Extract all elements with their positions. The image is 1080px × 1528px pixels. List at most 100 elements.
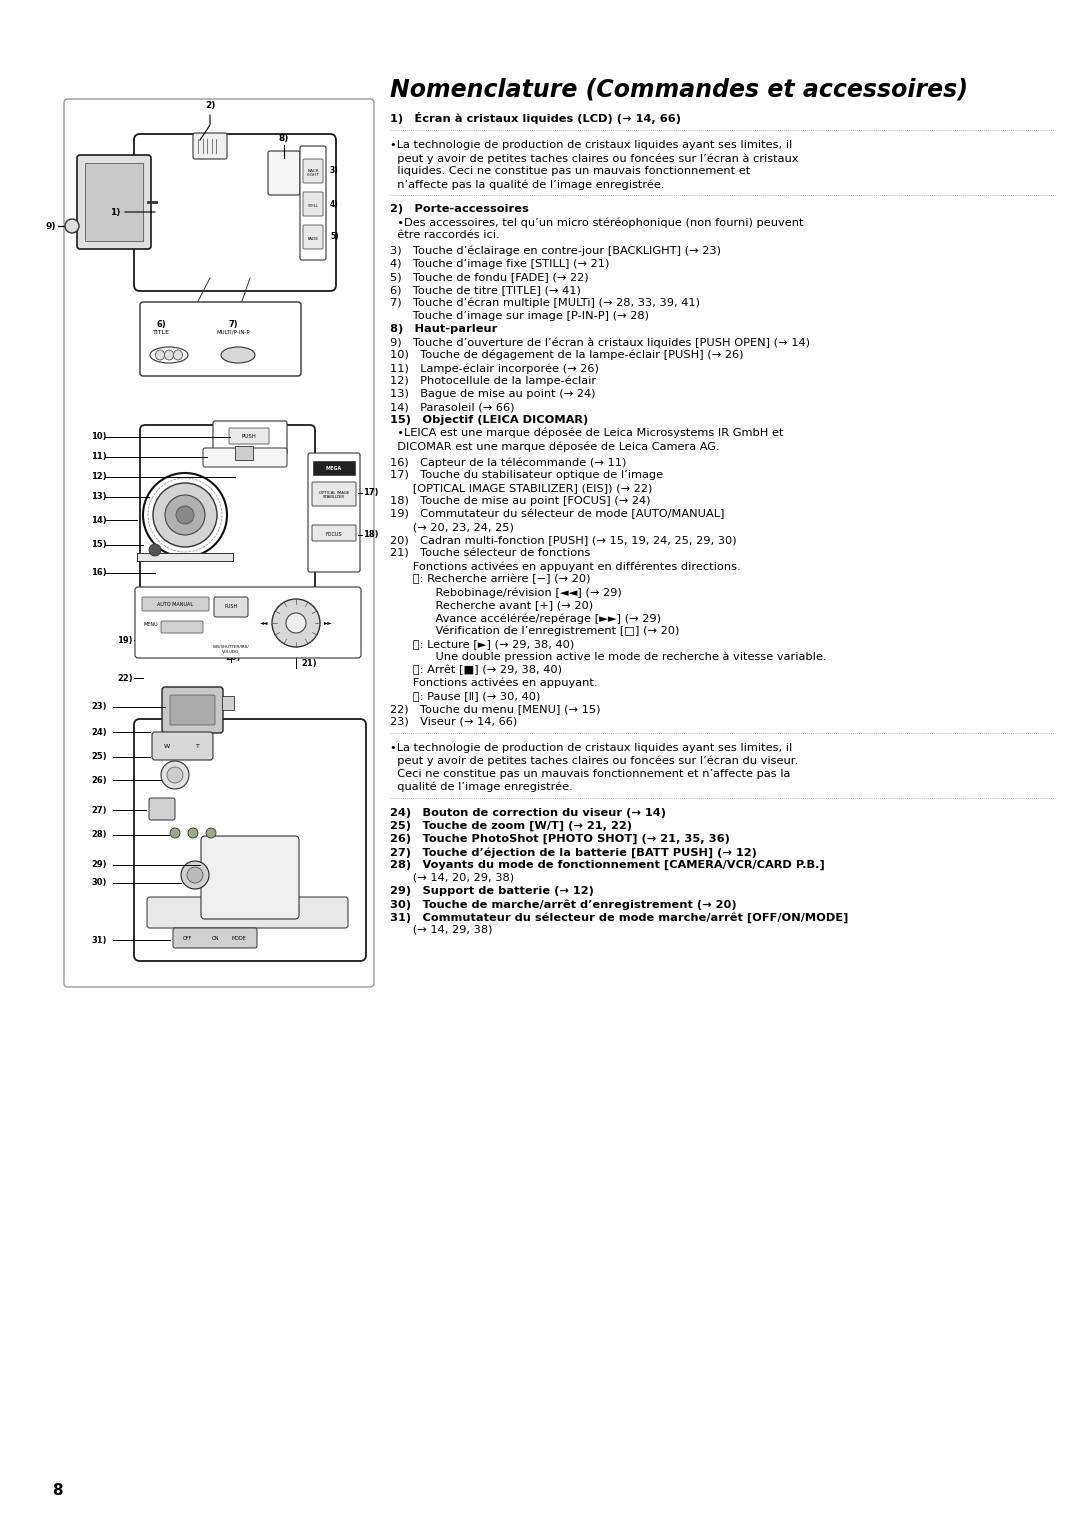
FancyBboxPatch shape — [170, 695, 215, 724]
Bar — [222, 695, 234, 711]
Text: 24) Bouton de correction du viseur (→ 14): 24) Bouton de correction du viseur (→ 14… — [390, 808, 666, 817]
Ellipse shape — [221, 347, 255, 364]
Text: 29) Support de batterie (→ 12): 29) Support de batterie (→ 12) — [390, 886, 594, 895]
Circle shape — [143, 474, 227, 558]
Text: peut y avoir de petites taches claires ou foncées sur l’écran du viseur.: peut y avoir de petites taches claires o… — [390, 756, 798, 767]
FancyBboxPatch shape — [173, 927, 257, 947]
FancyBboxPatch shape — [162, 688, 222, 733]
Text: 31) Commutateur du sélecteur de mode marche/arrêt [OFF/ON/MODE]: 31) Commutateur du sélecteur de mode mar… — [390, 912, 849, 923]
Text: 6): 6) — [157, 319, 166, 329]
Circle shape — [286, 613, 306, 633]
Text: Ⓐ: Recherche arrière [−] (→ 20): Ⓐ: Recherche arrière [−] (→ 20) — [390, 575, 591, 585]
Text: 13) Bague de mise au point (→ 24): 13) Bague de mise au point (→ 24) — [390, 390, 595, 399]
Circle shape — [149, 544, 161, 556]
Text: T: T — [197, 744, 200, 749]
Text: Ⓒ: Arrêt [■] (→ 29, 38, 40): Ⓒ: Arrêt [■] (→ 29, 38, 40) — [390, 665, 562, 675]
Text: 21) Touche sélecteur de fonctions: 21) Touche sélecteur de fonctions — [390, 549, 591, 558]
Text: MENU: MENU — [143, 622, 158, 628]
Text: 24): 24) — [91, 727, 107, 736]
Text: •LEICA est une marque déposée de Leica Microsystems IR GmbH et: •LEICA est une marque déposée de Leica M… — [390, 428, 783, 439]
FancyBboxPatch shape — [303, 193, 323, 215]
Text: 21): 21) — [301, 659, 316, 668]
FancyBboxPatch shape — [85, 163, 143, 241]
Text: •La technologie de production de cristaux liquides ayant ses limites, il: •La technologie de production de cristau… — [390, 743, 793, 753]
Text: 26): 26) — [91, 776, 107, 784]
Text: (→ 20, 23, 24, 25): (→ 20, 23, 24, 25) — [390, 523, 514, 532]
FancyBboxPatch shape — [152, 732, 213, 759]
Text: Fonctions activées en appuyant en différentes directions.: Fonctions activées en appuyant en différ… — [390, 561, 741, 571]
Text: 6) Touche de titre [TITLE] (→ 41): 6) Touche de titre [TITLE] (→ 41) — [390, 286, 581, 295]
Text: ►►: ►► — [324, 620, 333, 625]
Bar — [235, 446, 253, 460]
FancyBboxPatch shape — [134, 134, 336, 290]
Text: Ⓑ: Lecture [►] (→ 29, 38, 40): Ⓑ: Lecture [►] (→ 29, 38, 40) — [390, 639, 575, 649]
FancyBboxPatch shape — [300, 147, 326, 260]
Circle shape — [187, 866, 203, 883]
Circle shape — [161, 761, 189, 788]
Text: 28) Voyants du mode de fonctionnement [CAMERA/VCR/CARD P.B.]: 28) Voyants du mode de fonctionnement [C… — [390, 860, 825, 871]
Text: 2) Porte-accessoires: 2) Porte-accessoires — [390, 205, 529, 214]
Text: WB/SHUTTER/IRS/
VOLUDG: WB/SHUTTER/IRS/ VOLUDG — [213, 645, 249, 654]
Text: 18) Touche de mise au point [FOCUS] (→ 24): 18) Touche de mise au point [FOCUS] (→ 2… — [390, 497, 650, 506]
Text: 15) Objectif (LEICA DICOMAR): 15) Objectif (LEICA DICOMAR) — [390, 416, 589, 425]
Circle shape — [65, 219, 79, 232]
Text: 23) Viseur (→ 14, 66): 23) Viseur (→ 14, 66) — [390, 717, 517, 727]
Text: n’affecte pas la qualité de l’image enregistrée.: n’affecte pas la qualité de l’image enre… — [390, 179, 664, 189]
Circle shape — [165, 495, 205, 535]
Text: 27): 27) — [91, 805, 107, 814]
Text: 31): 31) — [91, 935, 107, 944]
Text: OPTICAL IMAGE
STABILIZER: OPTICAL IMAGE STABILIZER — [319, 490, 349, 500]
Text: 2): 2) — [205, 101, 215, 110]
Text: Touche d’image sur image [P-IN-P] (→ 28): Touche d’image sur image [P-IN-P] (→ 28) — [390, 312, 649, 321]
Text: 5) Touche de fondu [FADE] (→ 22): 5) Touche de fondu [FADE] (→ 22) — [390, 272, 589, 283]
Text: 14): 14) — [91, 515, 107, 524]
Text: 10): 10) — [91, 432, 107, 442]
Text: Fonctions activées en appuyant.: Fonctions activées en appuyant. — [390, 678, 597, 689]
Text: qualité de l’image enregistrée.: qualité de l’image enregistrée. — [390, 782, 572, 793]
Text: MULTI/P-IN-P: MULTI/P-IN-P — [216, 330, 249, 335]
Ellipse shape — [150, 347, 188, 364]
FancyBboxPatch shape — [214, 597, 248, 617]
FancyBboxPatch shape — [137, 553, 233, 561]
Text: 22) Touche du menu [MENU] (→ 15): 22) Touche du menu [MENU] (→ 15) — [390, 704, 600, 714]
FancyBboxPatch shape — [147, 897, 348, 927]
Text: AUTO MANUAL: AUTO MANUAL — [157, 602, 193, 607]
Ellipse shape — [156, 350, 164, 361]
Circle shape — [170, 828, 180, 837]
Text: Une double pression active le mode de recherche à vitesse variable.: Une double pression active le mode de re… — [390, 652, 826, 663]
Text: PUSH: PUSH — [225, 605, 238, 610]
Text: 4): 4) — [330, 200, 339, 208]
Text: 25) Touche de zoom [W/T] (→ 21, 22): 25) Touche de zoom [W/T] (→ 21, 22) — [390, 821, 632, 831]
Text: FOCUS: FOCUS — [326, 532, 342, 536]
Text: 1) Écran à cristaux liquides (LCD) (→ 14, 66): 1) Écran à cristaux liquides (LCD) (→ 14… — [390, 112, 681, 124]
Text: 27) Touche d’éjection de la batterie [BATT PUSH] (→ 12): 27) Touche d’éjection de la batterie [BA… — [390, 847, 757, 857]
FancyBboxPatch shape — [140, 303, 301, 376]
Text: 3) Touche d’éclairage en contre-jour [BACKLIGHT] (→ 23): 3) Touche d’éclairage en contre-jour [BA… — [390, 246, 721, 257]
FancyBboxPatch shape — [303, 225, 323, 249]
Text: STILL: STILL — [308, 205, 319, 208]
FancyBboxPatch shape — [308, 452, 360, 571]
Text: Recherche avant [+] (→ 20): Recherche avant [+] (→ 20) — [390, 601, 593, 610]
Text: •La technologie de production de cristaux liquides ayant ses limites, il: •La technologie de production de cristau… — [390, 141, 793, 150]
FancyBboxPatch shape — [161, 620, 203, 633]
Text: 19) Commutateur du sélecteur de mode [AUTO/MANUAL]: 19) Commutateur du sélecteur de mode [AU… — [390, 509, 725, 520]
Text: 19): 19) — [118, 636, 133, 645]
Text: Ceci ne constitue pas un mauvais fonctionnement et n’affecte pas la: Ceci ne constitue pas un mauvais fonctio… — [390, 769, 791, 779]
Text: 9) Touche d’ouverture de l’écran à cristaux liquides [PUSH OPEN] (→ 14): 9) Touche d’ouverture de l’écran à crist… — [390, 338, 810, 347]
Text: 23): 23) — [91, 703, 107, 712]
FancyBboxPatch shape — [140, 425, 315, 590]
Text: TITLE: TITLE — [152, 330, 170, 335]
Text: ◄◄: ◄◄ — [259, 620, 268, 625]
FancyBboxPatch shape — [313, 461, 355, 475]
Text: 7): 7) — [228, 319, 238, 329]
Text: 12) Photocellule de la lampe-éclair: 12) Photocellule de la lampe-éclair — [390, 376, 596, 387]
Text: W: W — [164, 744, 170, 749]
Text: Rebobinage/révision [◄◄] (→ 29): Rebobinage/révision [◄◄] (→ 29) — [390, 587, 622, 597]
Circle shape — [188, 828, 198, 837]
Text: liquides. Ceci ne constitue pas un mauvais fonctionnement et: liquides. Ceci ne constitue pas un mauva… — [390, 167, 751, 176]
FancyBboxPatch shape — [312, 481, 356, 506]
Text: 11): 11) — [91, 452, 107, 461]
Text: (→ 14, 20, 29, 38): (→ 14, 20, 29, 38) — [390, 872, 514, 883]
Text: [OPTICAL IMAGE STABILIZER] (EIS]) (→ 22): [OPTICAL IMAGE STABILIZER] (EIS]) (→ 22) — [390, 483, 652, 494]
Text: 18): 18) — [363, 530, 378, 539]
